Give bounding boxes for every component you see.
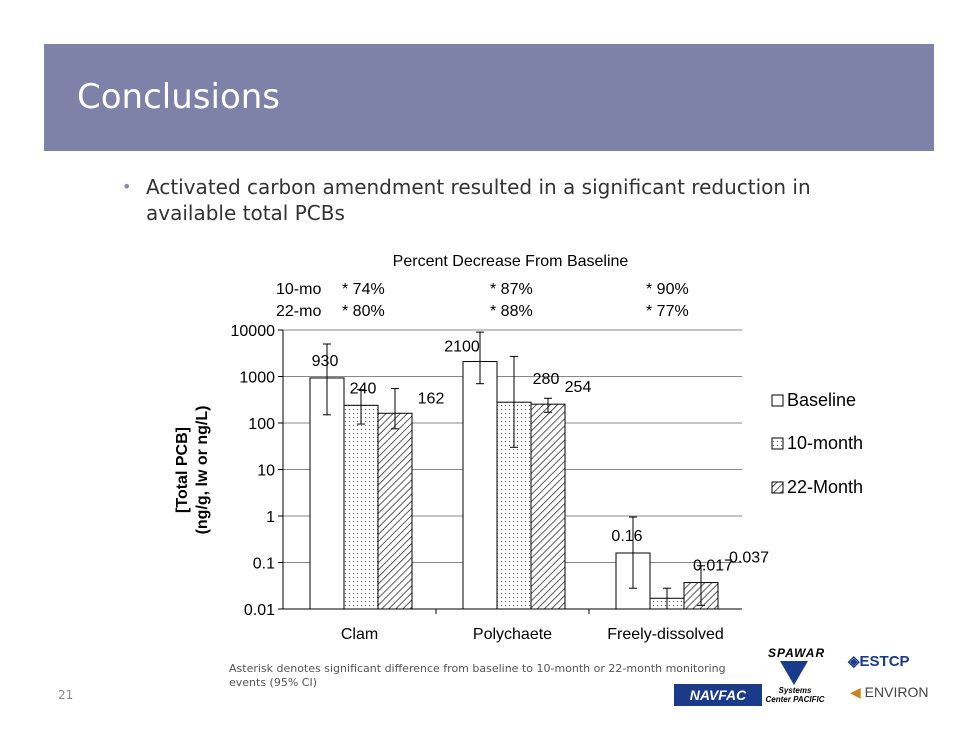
y-tick-label: 0.1	[253, 556, 275, 573]
x-category-label: Clam	[341, 626, 378, 643]
data-label: 254	[565, 379, 592, 396]
data-label: 280	[533, 371, 560, 388]
chart-title: Percent Decrease From Baseline	[393, 253, 629, 270]
data-label: 930	[312, 353, 339, 370]
y-tick-label: 100	[248, 416, 275, 433]
bullet-text: Activated carbon amendment resulted in a…	[146, 175, 811, 225]
environ-mark-icon: ◀	[850, 684, 861, 700]
spawar-triangle-icon	[780, 661, 808, 685]
bullet-dot-icon: •	[122, 177, 132, 196]
estcp-logo: ◈ESTCP	[848, 652, 910, 670]
spawar-logo: SPAWAR	[768, 646, 826, 660]
percent-decrease-value: * 88%	[490, 303, 533, 320]
y-tick-label: 1000	[239, 370, 275, 387]
bar	[343, 404, 379, 610]
x-category-label: Freely-dissolved	[607, 626, 723, 643]
navfac-logo: NAVFAC	[674, 684, 762, 706]
environ-logo: ◀ ENVIRON	[850, 684, 928, 701]
bar	[530, 403, 566, 610]
legend-swatch	[771, 437, 784, 450]
data-label: 0.037	[729, 550, 769, 567]
estcp-logo-text: ESTCP	[859, 653, 910, 670]
legend-swatch	[771, 481, 784, 494]
y-tick-label: 1	[266, 509, 275, 526]
spawar-subtitle: Systems Center PACIFIC	[765, 686, 825, 704]
environ-logo-text: ENVIRON	[864, 684, 929, 700]
slide-title: Conclusions	[77, 77, 281, 117]
y-tick-label: 10	[257, 463, 275, 480]
legend-label: Baseline	[787, 390, 856, 410]
percent-decrease-value: * 77%	[646, 303, 689, 320]
footnote: Asterisk denotes significant difference …	[229, 662, 726, 689]
data-label: 0.017	[693, 557, 733, 574]
y-axis-label: [Total PCB]	[174, 427, 191, 513]
x-category-label: Polychaete	[473, 626, 552, 643]
data-label: 0.16	[611, 528, 642, 545]
percent-row-label: 22-mo	[276, 303, 321, 320]
y-tick-label: 10000	[231, 323, 276, 340]
percent-decrease-value: * 74%	[342, 281, 385, 298]
legend-swatch	[771, 394, 784, 407]
bar	[377, 412, 413, 610]
title-bar: Conclusions	[44, 44, 934, 151]
bar	[462, 361, 498, 610]
percent-decrease-value: * 90%	[646, 281, 689, 298]
data-label: 240	[350, 380, 377, 397]
legend-label: 22-Month	[787, 477, 863, 497]
estcp-diamond-icon: ◈	[848, 653, 860, 670]
y-tick-label: 0.01	[244, 602, 275, 619]
percent-decrease-value: * 80%	[342, 303, 385, 320]
percent-decrease-value: * 87%	[490, 281, 533, 298]
legend-label: 10-month	[787, 433, 863, 453]
y-axis-label-sub: (ng/g, lw or ng/L)	[194, 406, 211, 535]
data-label: 2100	[444, 339, 480, 356]
page-number: 21	[58, 688, 74, 702]
bar	[309, 377, 345, 610]
data-label: 162	[418, 390, 445, 407]
percent-row-label: 10-mo	[276, 281, 321, 298]
